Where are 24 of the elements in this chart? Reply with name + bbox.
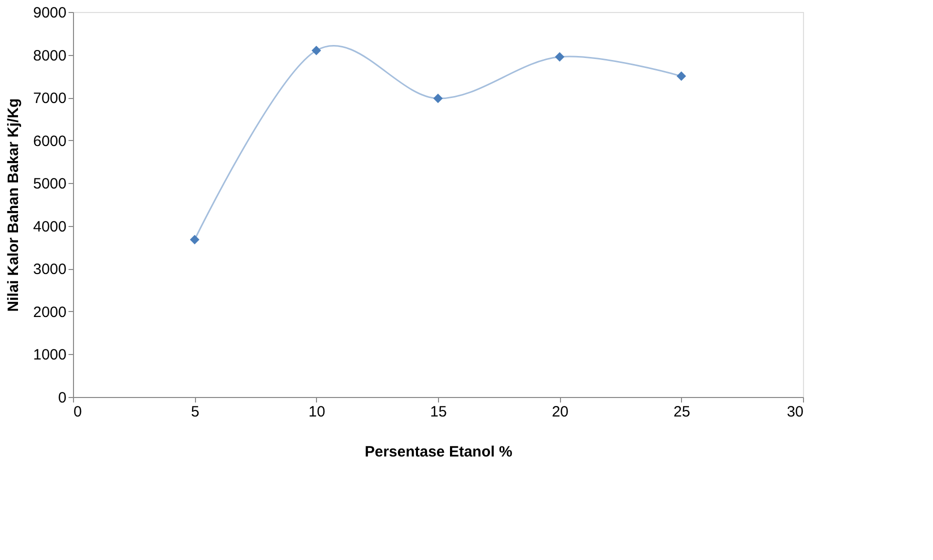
y-tick-label: 4000 [33, 218, 66, 236]
x-axis-title: Persentase Etanol % [364, 444, 512, 460]
point [676, 71, 686, 81]
y-tick-label: 0 [58, 390, 66, 406]
x-tick-label: 30 [786, 404, 804, 420]
y-tick-label: 9000 [33, 4, 66, 22]
x-tick-label: 15 [430, 404, 447, 420]
x-tick-label: 20 [552, 404, 569, 420]
y-axis-title: Nilai Kalor Bahan Bakar Kj/Kg [5, 98, 22, 312]
y-tick-label: 7000 [33, 90, 66, 108]
y-tick-label: 1000 [33, 346, 66, 364]
point [190, 234, 200, 244]
point [312, 46, 322, 56]
y-tick-label: 3000 [33, 261, 66, 278]
x-tick-label: 5 [190, 404, 200, 420]
x-tick-label: 0 [74, 404, 82, 420]
y-tick-label: 8000 [33, 47, 66, 64]
point [554, 52, 564, 62]
y-tick-label: 6000 [33, 132, 66, 150]
x-tick-label: 10 [308, 404, 326, 420]
point [433, 94, 443, 104]
x-tick-label: 25 [673, 404, 690, 420]
y-tick-label: 2000 [33, 304, 66, 321]
y-tick-label: 5000 [33, 176, 66, 193]
